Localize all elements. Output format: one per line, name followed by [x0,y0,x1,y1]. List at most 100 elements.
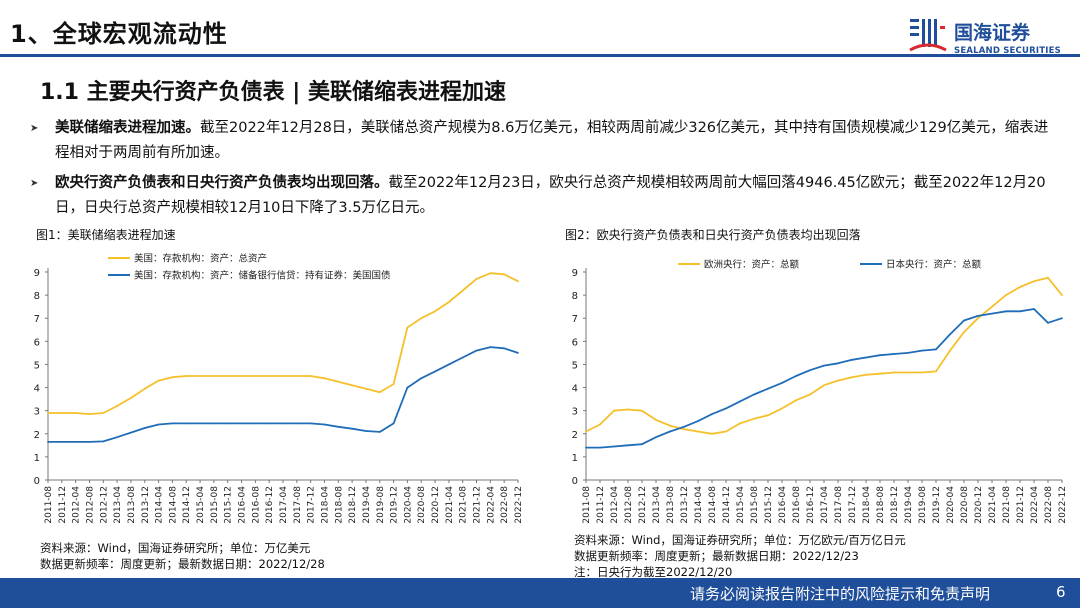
data-point [767,387,769,390]
data-point [254,375,257,377]
y-tick-label: 6 [34,337,40,348]
x-tick-label: 2021-04 [445,486,455,524]
data-point [337,425,340,428]
ecb-boj-series-line-1 [586,308,1063,449]
data-point [489,346,492,349]
x-tick-label: 2015-04 [736,486,746,524]
data-point [517,351,519,354]
x-tick-label: 2018-08 [876,486,886,524]
data-point [351,384,354,387]
y-tick-label: 0 [572,476,578,487]
x-tick-label: 2018-08 [334,486,344,524]
bullet-text: 截至2022年12月28日，美联储总资产规模为8.6万亿美元，相较两周前减少32… [55,120,1049,161]
data-point [116,405,119,407]
data-point [171,376,174,379]
data-point [47,412,49,414]
x-tick-label: 2012-04 [72,486,82,524]
x-tick-label: 2012-08 [624,486,634,524]
x-tick-label: 2015-12 [224,486,234,524]
data-point [599,446,601,449]
y-tick-label: 8 [34,291,40,302]
data-point [212,422,215,425]
data-point [60,412,63,414]
data-point [907,351,909,354]
data-point [282,375,284,377]
bullet-lead: 欧央行资产负债表和日央行资产负债表均出现回落。 [55,175,389,191]
data-point [157,423,160,426]
data-point [991,312,993,315]
logo-english-name: SEALAND SECURITIES [954,46,1061,56]
y-tick-label: 9 [34,268,40,279]
data-point [781,382,783,384]
x-tick-label: 2019-04 [362,486,372,524]
data-point [392,383,395,385]
data-point [725,430,727,433]
data-point [295,422,298,425]
figure2-title: 图2：欧央行资产负债表和日央行资产负债表均出现回落 [565,228,861,242]
data-point [809,369,811,372]
data-point [309,375,312,377]
x-tick-label: 2020-08 [417,486,427,524]
figure2-note: 注：日央行为截至2022/12/20 [574,565,733,579]
data-point [935,370,937,373]
data-point [963,331,965,333]
data-point [865,373,867,376]
data-point [503,273,506,276]
x-tick-label: 2014-12 [722,486,732,524]
data-point [461,289,464,292]
data-point [323,423,326,426]
data-point [753,417,755,420]
data-point [503,347,506,350]
data-point [977,315,979,317]
fed-series-line-0 [48,272,519,416]
data-point [669,424,671,427]
data-point [130,397,132,399]
ecb-boj-series-line-0 [585,276,1063,435]
data-point [365,430,367,432]
x-tick-label: 2016-04 [238,486,248,524]
data-point [102,412,105,414]
data-point [420,377,423,380]
data-point [1061,317,1063,320]
ecb-boj-balance-sheet-chart: 0 1 2 3 4 5 6 7 8 9 2011-08 2011-12 2012-04 2012-08 20… [572,259,1068,524]
data-point [613,409,615,412]
data-point [627,444,629,447]
data-point [282,422,284,425]
x-tick-label: 2012-12 [638,486,648,524]
data-point [475,349,478,352]
data-point [739,400,741,403]
data-point [351,427,354,430]
data-point [475,278,478,280]
data-point [199,422,201,425]
data-point [378,431,381,433]
data-point [74,440,77,443]
x-tick-label: 2016-08 [251,486,261,524]
data-point [434,310,436,313]
data-point [753,393,755,396]
x-tick-label: 2015-12 [764,486,774,524]
x-tick-label: 2019-12 [390,486,400,524]
data-point [949,349,951,352]
data-point [88,413,91,416]
y-tick-label: 3 [572,407,578,418]
x-tick-label: 2012-12 [99,486,109,524]
data-point [991,305,993,308]
data-point [116,436,119,439]
x-tick-label: 2014-08 [708,486,718,524]
data-point [697,430,699,433]
y-tick-label: 0 [34,476,40,487]
x-tick-label: 2019-12 [932,486,942,524]
data-point [921,349,923,352]
x-tick-label: 2021-04 [988,486,998,524]
data-point [1005,310,1007,313]
data-point [1047,321,1049,324]
data-point [949,333,951,336]
data-point [739,422,741,425]
figure1-update: 数据更新频率：周度更新；最新数据日期：2022/12/28 [40,557,325,571]
x-tick-label: 2014-12 [182,486,192,524]
data-point [254,422,257,425]
x-tick-label: 2022-12 [514,486,524,524]
data-point [392,422,395,425]
x-tick-label: 2017-12 [848,486,858,524]
data-point [711,413,713,416]
